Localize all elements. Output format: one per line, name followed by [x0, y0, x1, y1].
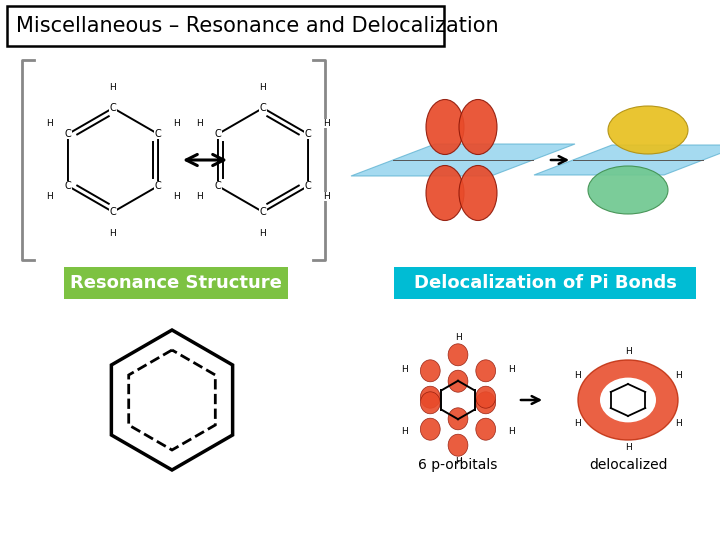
Ellipse shape — [448, 434, 468, 456]
Text: 6 p-orbitals: 6 p-orbitals — [418, 458, 498, 472]
Text: C: C — [109, 103, 117, 113]
Text: Delocalization of Pi Bonds: Delocalization of Pi Bonds — [413, 274, 676, 292]
Ellipse shape — [578, 360, 678, 440]
Text: H: H — [323, 119, 330, 128]
Ellipse shape — [476, 418, 495, 440]
Text: C: C — [109, 207, 117, 217]
Ellipse shape — [476, 386, 495, 408]
Text: H: H — [197, 119, 203, 128]
Text: H: H — [625, 443, 631, 453]
Text: H: H — [260, 228, 266, 238]
Text: C: C — [65, 129, 71, 139]
Text: H: H — [46, 119, 53, 128]
Text: H: H — [454, 457, 462, 467]
Ellipse shape — [426, 99, 464, 154]
Ellipse shape — [476, 360, 495, 382]
Text: C: C — [260, 103, 266, 113]
Ellipse shape — [459, 99, 497, 154]
Text: H: H — [401, 427, 408, 435]
Text: C: C — [215, 181, 221, 191]
Text: H: H — [109, 228, 117, 238]
Ellipse shape — [448, 344, 468, 366]
Text: C: C — [305, 181, 312, 191]
FancyBboxPatch shape — [394, 267, 696, 299]
Text: H: H — [625, 348, 631, 356]
Text: H: H — [675, 372, 682, 381]
Ellipse shape — [588, 166, 668, 214]
Text: H: H — [675, 420, 682, 429]
Ellipse shape — [426, 165, 464, 220]
Polygon shape — [351, 144, 575, 176]
Ellipse shape — [420, 418, 440, 440]
Text: C: C — [305, 129, 312, 139]
Ellipse shape — [420, 386, 440, 408]
Ellipse shape — [448, 408, 468, 430]
Text: C: C — [215, 129, 221, 139]
Text: H: H — [401, 364, 408, 374]
Text: H: H — [454, 334, 462, 342]
FancyBboxPatch shape — [64, 267, 288, 299]
Text: H: H — [173, 192, 179, 201]
Text: C: C — [260, 207, 266, 217]
Ellipse shape — [420, 360, 440, 382]
Ellipse shape — [476, 392, 495, 414]
Text: C: C — [65, 181, 71, 191]
Text: H: H — [508, 427, 515, 435]
FancyBboxPatch shape — [7, 6, 444, 46]
Ellipse shape — [608, 106, 688, 154]
Text: Resonance Structure: Resonance Structure — [70, 274, 282, 292]
Text: Miscellaneous – Resonance and Delocalization: Miscellaneous – Resonance and Delocaliza… — [16, 16, 499, 36]
Text: H: H — [109, 83, 117, 91]
Ellipse shape — [448, 370, 468, 392]
Text: H: H — [173, 119, 179, 128]
Text: delocalized: delocalized — [589, 458, 667, 472]
Ellipse shape — [459, 165, 497, 220]
Polygon shape — [534, 145, 720, 175]
Text: H: H — [575, 372, 581, 381]
Text: C: C — [155, 129, 161, 139]
Text: C: C — [155, 181, 161, 191]
Text: H: H — [575, 420, 581, 429]
Text: H: H — [46, 192, 53, 201]
Text: H: H — [260, 83, 266, 91]
Ellipse shape — [420, 392, 440, 414]
Text: H: H — [323, 192, 330, 201]
Text: H: H — [508, 364, 515, 374]
Ellipse shape — [600, 377, 656, 422]
Text: H: H — [197, 192, 203, 201]
